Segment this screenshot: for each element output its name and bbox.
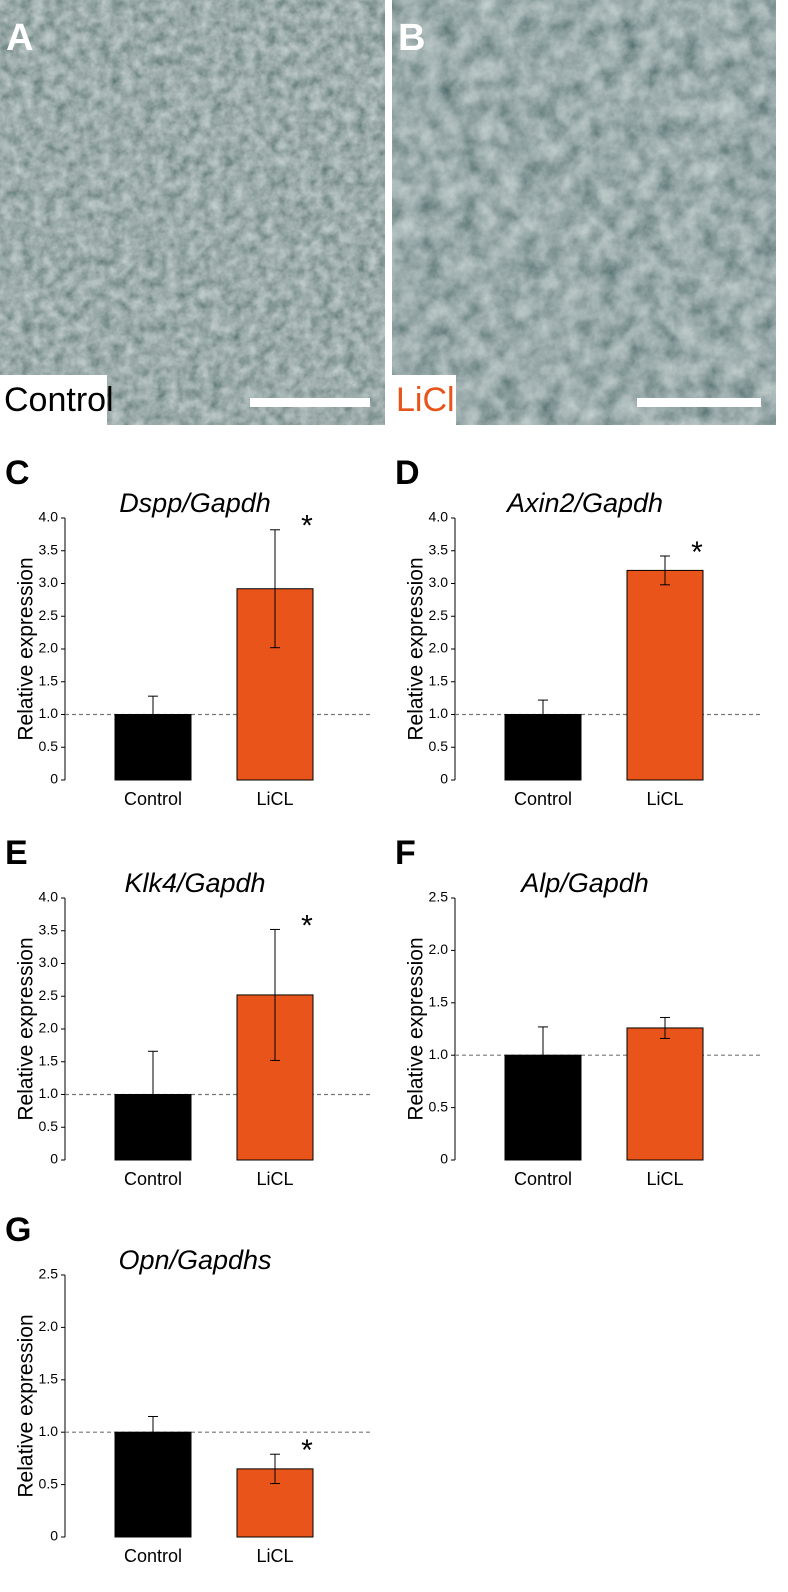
x-tick-label: LiCL (646, 1169, 683, 1189)
y-tick-label: 0 (440, 771, 448, 787)
x-tick-label: Control (514, 789, 572, 809)
x-tick-label: Control (124, 1169, 182, 1189)
significance-mark: * (301, 1434, 313, 1467)
x-tick-label: LiCL (646, 789, 683, 809)
y-tick-label: 2.0 (39, 1318, 59, 1334)
image-caption: Control (4, 381, 114, 419)
y-axis-label: Relative expression (405, 557, 428, 740)
y-tick-label: 2.5 (39, 987, 59, 1003)
y-tick-label: 0.5 (39, 1118, 59, 1134)
panel-label: D (395, 454, 420, 492)
significance-mark: * (301, 909, 313, 942)
y-axis-label: Relative expression (405, 937, 428, 1120)
bar (626, 1027, 704, 1161)
y-tick-label: 0 (50, 1528, 58, 1544)
y-tick-label: 3.0 (39, 954, 59, 970)
significance-mark: * (301, 510, 313, 543)
y-tick-label: 2.5 (429, 607, 449, 623)
y-axis-label: Relative expression (15, 1314, 38, 1497)
y-tick-label: 1.5 (39, 1052, 59, 1068)
micrograph (392, 0, 776, 425)
y-tick-label: 1.0 (429, 705, 449, 721)
panel-label: E (5, 834, 28, 872)
y-tick-label: 0.5 (39, 1475, 59, 1491)
y-tick-label: 0 (50, 1151, 58, 1167)
x-tick-label: LiCL (256, 1169, 293, 1189)
y-tick-label: 0 (440, 1151, 448, 1167)
y-tick-label: 3.0 (39, 574, 59, 590)
y-tick-label: 3.0 (429, 574, 449, 590)
caption-box (392, 375, 456, 425)
y-axis-label: Relative expression (15, 557, 38, 740)
y-tick-label: 2.5 (429, 889, 449, 905)
y-tick-label: 1.0 (39, 705, 59, 721)
y-tick-label: 1.0 (39, 1423, 59, 1439)
panel-label: F (395, 834, 416, 872)
y-axis-label: Relative expression (15, 937, 38, 1120)
y-tick-label: 1.0 (429, 1046, 449, 1062)
x-tick-label: LiCL (256, 789, 293, 809)
x-tick-label: Control (124, 789, 182, 809)
y-tick-label: 0.5 (39, 738, 59, 754)
bar (114, 1431, 192, 1538)
y-tick-label: 2.5 (39, 1266, 59, 1282)
y-tick-label: 1.5 (429, 672, 449, 688)
panel-label: G (5, 1211, 31, 1249)
bar (626, 569, 704, 781)
y-tick-label: 2.5 (39, 607, 59, 623)
x-tick-label: LiCL (256, 1546, 293, 1566)
y-tick-label: 3.5 (429, 541, 449, 557)
panel-label: B (398, 17, 425, 59)
x-tick-label: Control (514, 1169, 572, 1189)
scale-bar (637, 398, 761, 407)
chart-title: Alp/Gapdh (519, 868, 649, 898)
x-tick-label: Control (124, 1546, 182, 1566)
panel-label: C (5, 454, 30, 492)
chart-title: Opn/Gapdhs (118, 1245, 271, 1275)
y-tick-label: 1.5 (39, 1371, 59, 1387)
chart-title: Klk4/Gapdh (124, 868, 265, 898)
y-tick-label: 0 (50, 771, 58, 787)
chart-title: Axin2/Gapdh (505, 488, 663, 518)
y-tick-label: 1.0 (39, 1085, 59, 1101)
y-tick-label: 1.5 (429, 994, 449, 1010)
y-tick-label: 3.5 (39, 541, 59, 557)
y-tick-label: 0.5 (429, 1098, 449, 1114)
panel-label: A (6, 17, 33, 59)
micrograph (0, 0, 385, 425)
y-tick-label: 4.0 (429, 509, 449, 525)
y-tick-label: 4.0 (39, 889, 59, 905)
y-tick-label: 2.0 (429, 941, 449, 957)
y-tick-label: 2.0 (429, 640, 449, 656)
image-caption: LiCl (396, 381, 455, 419)
y-tick-label: 2.0 (39, 640, 59, 656)
y-tick-label: 2.0 (39, 1020, 59, 1036)
significance-mark: * (691, 536, 703, 569)
y-tick-label: 4.0 (39, 509, 59, 525)
y-tick-label: 3.5 (39, 921, 59, 937)
caption-box (0, 375, 107, 425)
scale-bar (250, 398, 370, 407)
y-tick-label: 1.5 (39, 672, 59, 688)
chart-title: Dspp/Gapdh (119, 488, 271, 518)
y-tick-label: 0.5 (429, 738, 449, 754)
